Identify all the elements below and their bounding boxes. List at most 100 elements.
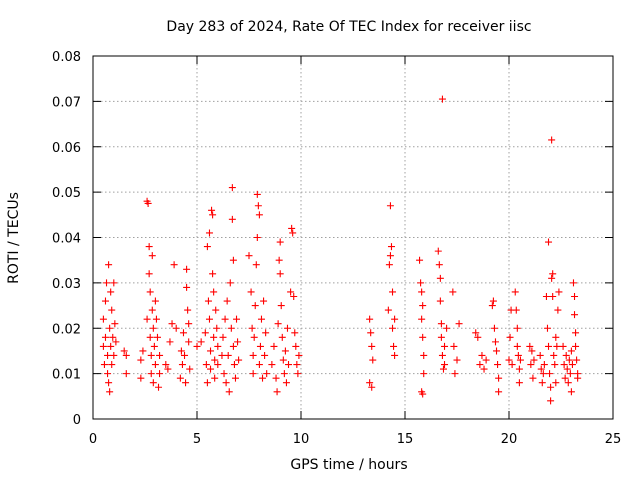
data-point [235, 356, 243, 364]
data-point [203, 243, 211, 251]
y-axis-label: ROTI / TECUs [6, 192, 22, 284]
data-point [441, 342, 449, 350]
data-point [99, 342, 107, 350]
data-point [420, 370, 428, 378]
data-point [290, 292, 298, 300]
data-point [228, 184, 236, 192]
data-point [491, 338, 499, 346]
data-point [418, 288, 426, 296]
chart-title: Day 283 of 2024, Rate Of TEC Index for r… [166, 19, 531, 35]
data-point [224, 351, 232, 359]
data-point [569, 279, 577, 287]
data-point [208, 206, 216, 214]
data-point [474, 333, 482, 341]
data-point [103, 279, 111, 287]
data-point [560, 361, 568, 369]
data-point [450, 342, 458, 350]
data-point [99, 315, 107, 323]
data-point [249, 351, 257, 359]
data-point [221, 315, 229, 323]
data-point [108, 306, 116, 314]
data-point [112, 338, 120, 346]
data-point [545, 342, 553, 350]
data-point [176, 374, 184, 382]
data-point [390, 342, 398, 350]
data-point [295, 351, 303, 359]
data-point [567, 388, 575, 396]
data-point [562, 351, 570, 359]
data-point [542, 292, 550, 300]
data-point [172, 324, 180, 332]
data-point [229, 256, 237, 264]
data-point [441, 361, 449, 369]
data-point [279, 356, 287, 364]
data-point [275, 256, 283, 264]
data-point [285, 361, 293, 369]
y-tick-label: 0.07 [52, 95, 81, 110]
data-point [139, 347, 147, 355]
data-points [99, 95, 582, 405]
data-point [256, 342, 264, 350]
grid-lines [93, 56, 613, 419]
data-point [122, 370, 130, 378]
data-point [209, 270, 217, 278]
data-point [214, 361, 222, 369]
data-point [137, 356, 145, 364]
data-point [185, 320, 193, 328]
data-point [147, 370, 155, 378]
data-point [156, 351, 164, 359]
x-tick-label: 25 [605, 432, 622, 447]
data-point [565, 356, 573, 364]
data-point [253, 190, 261, 198]
data-point [207, 347, 215, 355]
data-point [289, 229, 297, 237]
data-point [213, 324, 221, 332]
data-point [147, 351, 155, 359]
axis-ticks: 0 0.01 0.02 0.03 0.04 0.05 0.06 0.07 0.08 0 5 10 15 2… [52, 50, 621, 447]
x-tick-label: 10 [293, 432, 310, 447]
data-point [185, 338, 193, 346]
data-point [104, 370, 112, 378]
data-point [488, 302, 496, 310]
y-tick-label: 0 [73, 413, 81, 428]
data-point [561, 374, 569, 382]
data-point [101, 333, 109, 341]
data-point [416, 256, 424, 264]
data-point [493, 347, 501, 355]
data-point [106, 388, 114, 396]
data-point [436, 274, 444, 282]
data-point [144, 199, 152, 207]
data-point [151, 297, 159, 305]
data-point [559, 342, 567, 350]
data-point [110, 351, 118, 359]
data-point [211, 356, 219, 364]
data-point [514, 351, 522, 359]
data-point [250, 333, 258, 341]
data-point [254, 202, 262, 210]
data-point [418, 315, 426, 323]
data-point [181, 351, 189, 359]
data-point [546, 370, 554, 378]
data-point [516, 356, 524, 364]
data-point [513, 342, 521, 350]
data-point [168, 320, 176, 328]
data-point [489, 297, 497, 305]
data-point [227, 324, 235, 332]
data-point [449, 288, 457, 296]
data-point [495, 374, 503, 382]
data-point [552, 379, 560, 387]
data-point [494, 361, 502, 369]
data-point [549, 292, 557, 300]
data-point [281, 347, 289, 355]
data-point [478, 351, 486, 359]
y-tick-label: 0.05 [52, 186, 81, 201]
data-point [419, 333, 427, 341]
data-point [369, 356, 377, 364]
data-point [177, 347, 185, 355]
x-axis-label: GPS time / hours [290, 457, 407, 473]
data-point [292, 342, 300, 350]
data-point [233, 315, 241, 323]
data-point [212, 306, 220, 314]
data-point [537, 365, 545, 373]
data-point [549, 270, 557, 278]
